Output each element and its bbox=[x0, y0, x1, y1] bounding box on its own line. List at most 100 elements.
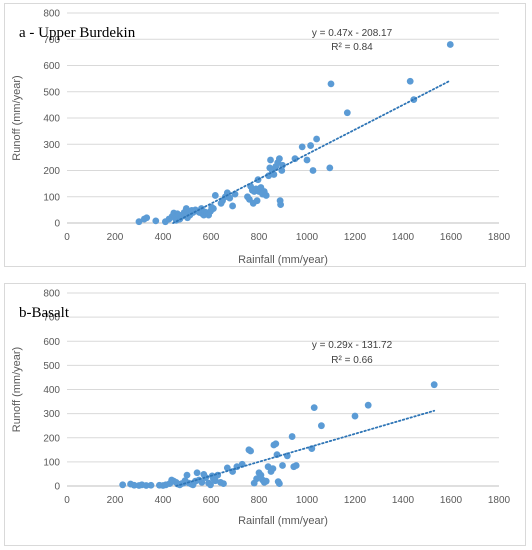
y-tick-label: 700 bbox=[43, 313, 60, 324]
y-tick-label: 0 bbox=[54, 482, 60, 493]
x-tick-label: 1400 bbox=[392, 495, 415, 506]
data-point bbox=[262, 192, 270, 199]
data-point bbox=[267, 156, 274, 164]
y-tick-label: 200 bbox=[43, 166, 60, 177]
x-tick-label: 1000 bbox=[296, 232, 319, 243]
data-point bbox=[288, 433, 296, 440]
trendline-r-squared: R² = 0.84 bbox=[331, 42, 373, 53]
y-tick-label: 300 bbox=[43, 140, 60, 151]
data-point bbox=[130, 481, 138, 489]
data-point bbox=[152, 217, 160, 225]
data-point bbox=[343, 109, 351, 117]
scatter-chart-a: 0 100 200 300 400 500 600 700 800 0 200 400 600 800 10… bbox=[11, 9, 511, 267]
data-point bbox=[220, 480, 227, 487]
y-tick-label: 600 bbox=[43, 337, 60, 348]
data-point bbox=[310, 404, 318, 411]
scatter-chart-b: 0 100 200 300 400 500 600 700 800 0 200 400 600 800 10… bbox=[11, 289, 511, 528]
trendline bbox=[172, 79, 452, 225]
x-tick-label: 200 bbox=[107, 232, 124, 243]
data-point bbox=[276, 480, 283, 487]
data-point bbox=[202, 474, 210, 481]
data-point bbox=[211, 192, 219, 199]
data-point bbox=[276, 155, 283, 163]
data-point bbox=[143, 214, 151, 222]
data-point bbox=[226, 194, 234, 202]
x-tick-label: 600 bbox=[203, 232, 220, 243]
x-tick-label: 200 bbox=[107, 495, 124, 506]
y-axis-title: Runoff (mm/year) bbox=[11, 347, 23, 432]
x-tick-label: 1400 bbox=[392, 232, 415, 243]
data-point bbox=[364, 401, 372, 409]
x-tick-label: 1200 bbox=[344, 495, 367, 506]
chart-panel-basalt: 0 100 200 300 400 500 600 700 800 0 200 400 600 800 10… bbox=[4, 283, 526, 546]
x-tick-label: 0 bbox=[64, 232, 70, 243]
y-tick-label: 100 bbox=[43, 192, 60, 203]
chart-title: b-Basalt bbox=[19, 305, 70, 321]
data-point bbox=[269, 465, 277, 473]
data-point bbox=[309, 167, 317, 174]
x-tick-label: 800 bbox=[251, 495, 268, 506]
data-point bbox=[247, 447, 255, 455]
y-axis-title: Runoff (mm/year) bbox=[11, 75, 23, 160]
data-point bbox=[292, 462, 300, 469]
x-tick-label: 0 bbox=[64, 495, 70, 506]
y-tick-label: 200 bbox=[43, 433, 60, 444]
data-point bbox=[313, 135, 320, 143]
x-axis-title: Rainfall (mm/year) bbox=[238, 515, 328, 527]
x-tick-label: 1000 bbox=[296, 495, 319, 506]
data-point bbox=[183, 471, 191, 479]
chart-title: a - Upper Burdekin bbox=[19, 25, 136, 41]
y-tick-label: 500 bbox=[43, 361, 60, 372]
x-axis-title: Rainfall (mm/year) bbox=[238, 254, 328, 266]
data-point bbox=[119, 481, 127, 489]
y-tick-label: 300 bbox=[43, 409, 60, 420]
data-point bbox=[406, 77, 414, 85]
data-point bbox=[198, 478, 206, 486]
data-point bbox=[182, 205, 190, 212]
data-point bbox=[351, 412, 359, 420]
y-tick-label: 400 bbox=[43, 114, 60, 125]
chart-panel-upper-burdekin: 0 100 200 300 400 500 600 700 800 0 200 400 600 800 10… bbox=[4, 3, 526, 267]
data-point bbox=[298, 143, 306, 151]
trendline-equation: y = 0.47x - 208.17 bbox=[312, 28, 393, 39]
data-point bbox=[229, 202, 237, 210]
data-point bbox=[223, 464, 231, 472]
x-tick-label: 1200 bbox=[344, 232, 367, 243]
y-tick-label: 0 bbox=[54, 219, 60, 230]
data-point bbox=[210, 205, 217, 212]
data-point bbox=[142, 482, 150, 489]
y-tick-label: 500 bbox=[43, 87, 60, 98]
data-point bbox=[277, 201, 284, 209]
data-point bbox=[270, 171, 278, 178]
x-tick-label: 1600 bbox=[440, 232, 463, 243]
data-point bbox=[135, 218, 143, 226]
y-tick-label: 100 bbox=[43, 457, 60, 468]
data-point bbox=[272, 440, 280, 448]
data-point bbox=[223, 189, 231, 197]
x-tick-label: 1800 bbox=[488, 232, 511, 243]
x-tick-label: 600 bbox=[203, 495, 220, 506]
y-tick-label: 800 bbox=[43, 289, 60, 300]
x-tick-label: 400 bbox=[155, 232, 172, 243]
data-point bbox=[238, 460, 246, 468]
y-tick-label: 600 bbox=[43, 61, 60, 72]
data-point bbox=[430, 381, 438, 389]
data-point bbox=[193, 469, 201, 477]
y-tick-label: 800 bbox=[43, 9, 60, 20]
data-point bbox=[327, 80, 335, 88]
data-point bbox=[211, 477, 219, 485]
x-tick-label: 400 bbox=[155, 495, 172, 506]
trendline bbox=[175, 409, 436, 487]
data-point bbox=[318, 422, 325, 430]
data-point bbox=[262, 477, 270, 485]
data-point bbox=[147, 481, 155, 489]
data-point bbox=[307, 142, 314, 149]
data-point bbox=[446, 41, 454, 48]
data-point bbox=[326, 164, 334, 172]
x-tick-label: 800 bbox=[251, 232, 268, 243]
data-point bbox=[253, 197, 261, 205]
x-tick-label: 1800 bbox=[488, 495, 511, 506]
data-point bbox=[291, 155, 299, 163]
data-point bbox=[279, 462, 286, 469]
data-point bbox=[207, 481, 214, 489]
